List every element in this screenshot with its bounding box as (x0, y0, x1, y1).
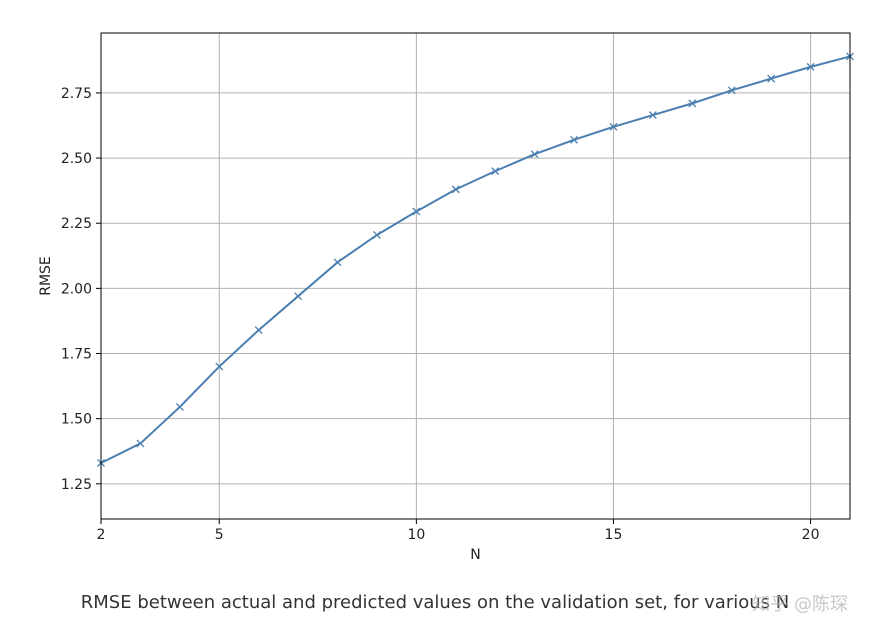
figure-caption: RMSE between actual and predicted values… (80, 592, 790, 613)
data-point-marker (767, 74, 776, 83)
x-tick-label: 5 (215, 527, 224, 543)
x-tick-label: 10 (407, 527, 425, 543)
y-tick-label: 2.75 (61, 86, 92, 102)
data-point-marker (648, 111, 657, 120)
data-point-marker (215, 362, 224, 371)
marker-stroke (254, 326, 263, 335)
y-tick-label: 2.25 (61, 216, 92, 232)
marker-stroke (570, 135, 579, 144)
y-tick-label: 2.50 (61, 151, 92, 167)
tick-layer: 2 5 10 15 20 1.25 1.50 1.75 2.00 2.25 2.50 2.75 (61, 86, 820, 543)
marker-stroke (175, 402, 184, 411)
data-point-marker (136, 439, 145, 448)
data-point-marker (609, 122, 618, 131)
x-axis-label: N (470, 547, 480, 563)
plot-area (97, 52, 854, 467)
data-point-marker (451, 185, 460, 194)
marker-stroke (215, 362, 224, 371)
marker-stroke (136, 439, 145, 448)
y-tick-label: 2.00 (61, 281, 92, 297)
data-point-marker (530, 150, 539, 159)
marker-stroke (727, 86, 736, 95)
data-point-marker (570, 135, 579, 144)
data-point-marker (688, 99, 697, 108)
data-point-marker (412, 207, 421, 216)
data-point-marker (333, 258, 342, 267)
marker-stroke (372, 230, 381, 239)
marker-stroke (609, 122, 618, 131)
data-point-marker (372, 230, 381, 239)
marker-stroke (451, 185, 460, 194)
rmse-line-chart: 2 5 10 15 20 1.25 1.50 1.75 2.00 2.25 2.50 2.75 N R… (38, 32, 854, 563)
marker-stroke (530, 150, 539, 159)
data-point-marker (727, 86, 736, 95)
y-tick-label: 1.75 (61, 347, 92, 363)
marker-stroke (491, 167, 500, 176)
marker-stroke (688, 99, 697, 108)
y-tick-label: 1.50 (61, 412, 92, 428)
y-axis-label: RMSE (38, 256, 54, 296)
data-point-marker (806, 62, 815, 71)
data-point-marker (254, 326, 263, 335)
axes-frame (100, 32, 851, 520)
y-tick-label: 1.25 (61, 477, 92, 493)
grid-lines (100, 33, 850, 519)
marker-stroke (767, 74, 776, 83)
marker-stroke (648, 111, 657, 120)
marker-stroke (294, 292, 303, 301)
data-point-marker (491, 167, 500, 176)
marker-stroke (412, 207, 421, 216)
data-point-marker (175, 402, 184, 411)
series-line (100, 55, 851, 464)
marker-stroke (333, 258, 342, 267)
watermark: 知乎 @陈琛 (752, 594, 848, 615)
x-tick-label: 2 (97, 527, 106, 543)
x-tick-label: 15 (605, 527, 623, 543)
marker-stroke (806, 62, 815, 71)
data-point-marker (294, 292, 303, 301)
x-tick-label: 20 (802, 527, 820, 543)
